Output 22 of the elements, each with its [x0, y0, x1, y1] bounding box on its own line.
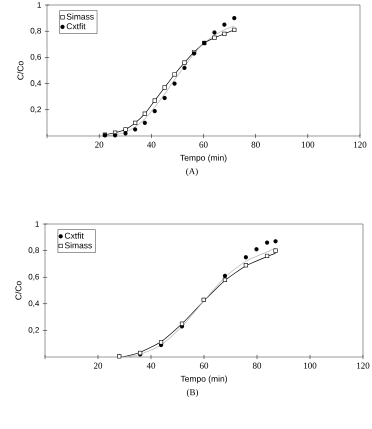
x-tick-label: 80	[252, 362, 262, 369]
legend-label: Simass	[64, 242, 92, 248]
x-tick-label: 60	[200, 362, 208, 369]
x-tick-label: 80	[252, 142, 260, 148]
text: (A)	[186, 168, 198, 176]
x-tick-label: 120	[354, 142, 366, 148]
legend-label: Simass	[66, 13, 94, 20]
x-tick-label: 60	[199, 142, 208, 148]
x-tick-label: 20	[94, 362, 102, 369]
x-tick-label: 120	[357, 362, 370, 369]
x-tick-label: 100	[304, 362, 316, 369]
y-axis-title: C/Co	[17, 61, 24, 80]
legend-label: Cxtfit	[66, 23, 86, 30]
text: (B)	[186, 388, 198, 398]
x-axis-title: Tempo (min)	[180, 376, 227, 384]
legend-label: Cxtfit	[64, 232, 84, 239]
y-axis-title: C/Co	[15, 281, 22, 300]
x-tick-label: 40	[147, 142, 156, 148]
x-tick-label: 20	[95, 142, 104, 148]
x-tick-label: 100	[302, 142, 314, 148]
x-tick-label: 40	[146, 362, 156, 369]
x-axis-title: Tempo (min)	[180, 154, 226, 162]
